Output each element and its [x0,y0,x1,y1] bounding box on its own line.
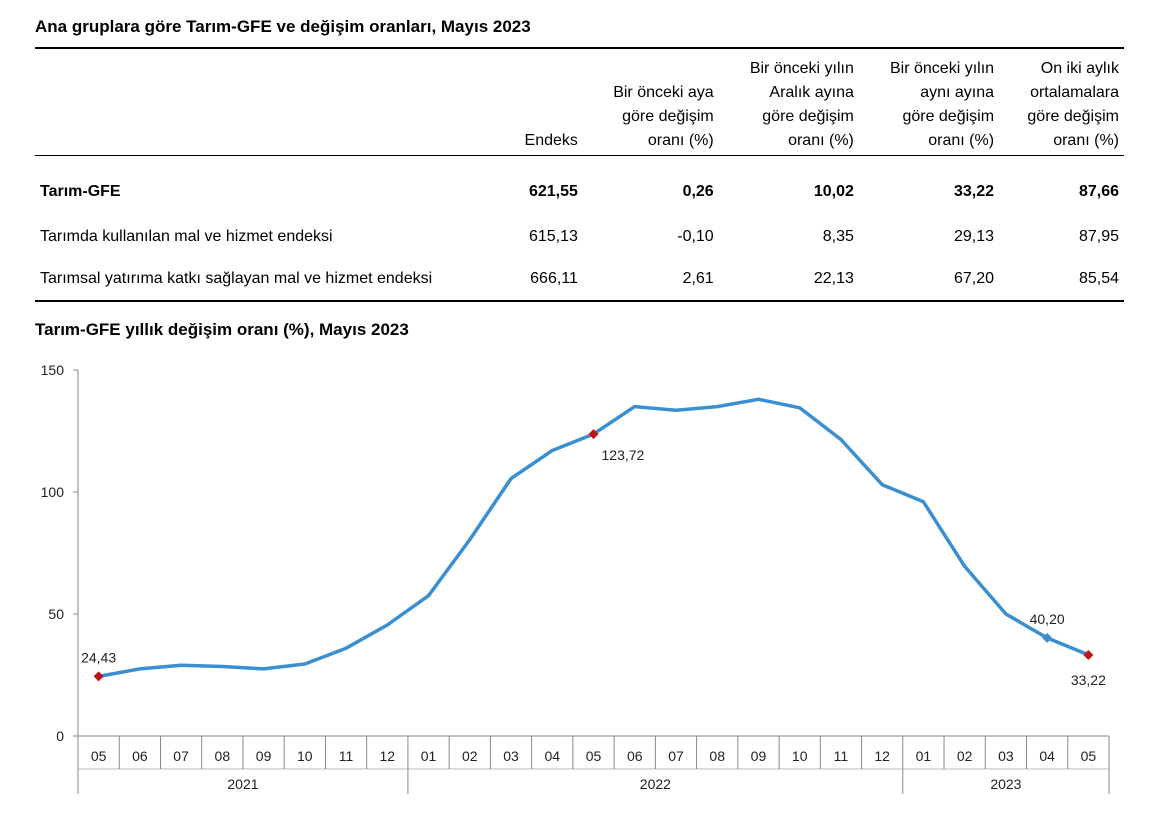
x-tick-label: 04 [1039,748,1055,764]
data-point [385,623,389,627]
table-title: Ana gruplara göre Tarım-GFE ve değişim o… [35,17,531,36]
cell-twelve-month-avg: 85,54 [1078,270,1119,287]
year-group-label: 2023 [990,776,1021,792]
x-tick-label: 10 [792,748,808,764]
row-label: Tarımsal yatırıma katkı sağlayan mal ve … [40,270,433,287]
chart-title: Tarım-GFE yıllık değişim oranı (%), Mayı… [35,320,409,339]
cell-december: 10,02 [813,183,854,200]
cell-december: 22,13 [813,270,854,287]
data-point [138,667,142,671]
data-label: 123,72 [602,447,645,463]
cell-index: 666,11 [530,270,578,287]
x-tick-label: 08 [709,748,725,764]
highlight-marker [93,671,104,682]
data-label: 40,20 [1030,611,1065,627]
cell-monthly: -0,10 [677,228,714,245]
column-header-twelve-month-avg: On iki aylık ortalamalara göre değişim o… [999,48,1124,156]
column-header-index: Endeks [505,48,583,156]
data-point [427,594,431,598]
x-tick-label: 09 [751,748,767,764]
x-tick-label: 03 [998,748,1014,764]
cell-annual: 67,20 [954,270,995,287]
cell-twelve-month-avg: 87,95 [1078,228,1119,245]
cell-monthly: 2,61 [682,270,714,287]
x-tick-label: 02 [462,748,478,764]
x-tick-label: 01 [421,748,437,764]
table-row: Tarımsal yatırıma katkı sağlayan mal ve … [35,258,1124,301]
column-header-december: Bir önceki yılın Aralık ayına göre değiş… [718,48,859,156]
data-point [839,438,843,442]
y-tick-label: 100 [41,484,65,500]
table-row: Tarımda kullanılan mal ve hizmet endeksi… [35,216,1124,258]
highlight-marker [588,429,599,440]
x-tick-label: 10 [297,748,313,764]
highlight-marker [1083,649,1094,660]
cell-december: 8,35 [822,228,854,245]
x-tick-label: 07 [668,748,684,764]
x-tick-label: 05 [586,748,602,764]
data-point [262,667,266,671]
y-tick-label: 50 [48,606,64,622]
row-label: Tarım-GFE [40,183,121,200]
cell-annual: 33,22 [954,183,995,200]
x-tick-label: 08 [215,748,231,764]
x-tick-label: 02 [957,748,973,764]
x-tick-label: 12 [874,748,890,764]
x-tick-label: 12 [380,748,396,764]
x-tick-label: 07 [173,748,189,764]
x-tick-label: 05 [1081,748,1097,764]
data-point [756,397,760,401]
y-tick-label: 150 [41,362,65,378]
column-header-annual: Bir önceki yılın aynı ayına göre değişim… [858,48,1000,156]
data-point [921,500,925,504]
data-point [468,538,472,542]
x-tick-label: 05 [91,748,107,764]
data-point [633,405,637,409]
data-label: 24,43 [81,649,116,665]
x-tick-label: 11 [834,748,849,764]
year-group-label: 2022 [640,776,671,792]
index-table: Endeks Bir önceki aya göre değişim oranı… [35,47,1124,302]
data-point [715,405,719,409]
data-point [674,408,678,412]
x-tick-label: 06 [627,748,643,764]
table-row: Tarım-GFE 621,55 0,26 10,02 33,22 87,66 [35,156,1124,217]
cell-monthly: 0,26 [682,183,714,200]
data-point [963,564,967,568]
data-point [880,483,884,487]
data-point [509,477,513,481]
highlight-marker [1042,632,1053,643]
x-tick-label: 09 [256,748,272,764]
cell-index: 621,55 [528,183,578,200]
data-point [303,662,307,666]
x-tick-label: 03 [503,748,519,764]
x-tick-label: 11 [339,748,354,764]
x-tick-label: 04 [544,748,560,764]
data-point [798,406,802,410]
cell-index: 615,13 [528,228,578,245]
column-header-name [35,48,505,156]
cell-twelve-month-avg: 87,66 [1078,183,1119,200]
x-tick-label: 01 [916,748,932,764]
data-point [344,646,348,650]
column-header-monthly: Bir önceki aya göre değişim oranı (%) [582,48,719,156]
year-group-label: 2021 [227,776,258,792]
data-point [550,449,554,453]
data-point [220,664,224,668]
series-line [96,397,1091,679]
data-label: 33,22 [1071,672,1106,688]
x-tick-label: 06 [132,748,148,764]
cell-annual: 29,13 [954,228,995,245]
data-point [179,663,183,667]
table-header-row: Endeks Bir önceki aya göre değişim oranı… [35,48,1124,156]
y-tick-label: 0 [56,728,64,744]
row-label: Tarımda kullanılan mal ve hizmet endeksi [40,228,333,245]
data-point [1004,612,1008,616]
